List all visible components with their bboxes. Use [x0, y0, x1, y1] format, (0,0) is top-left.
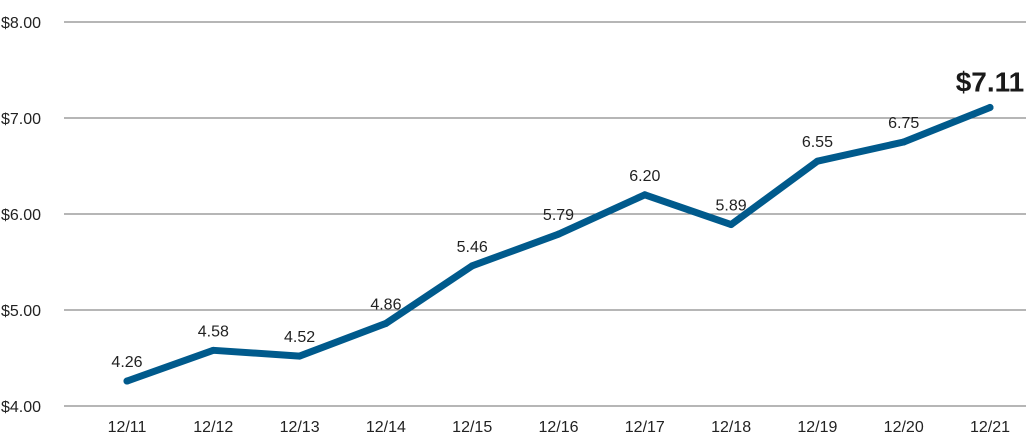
- y-tick-label-3: $5.00: [1, 303, 41, 320]
- data-label-1: 4.58: [198, 323, 229, 340]
- series-line-0: [123, 103, 994, 385]
- x-tick-label-7: 12/18: [711, 419, 751, 436]
- x-tick-label-9: 12/20: [884, 419, 924, 436]
- y-tick-label-1: $7.00: [1, 111, 41, 128]
- data-label-3: 4.86: [370, 296, 401, 313]
- x-axis-tick-labels: 12/11 12/12 12/13 12/14 12/15 12/16 12/17 12/18…: [108, 419, 1011, 436]
- data-point-0: [123, 377, 131, 385]
- data-label-5: 5.79: [543, 207, 574, 224]
- data-label-2: 4.52: [284, 329, 315, 346]
- data-label-7: 5.89: [716, 198, 747, 215]
- data-label-4: 5.46: [457, 239, 488, 256]
- x-tick-label-0: 12/11: [108, 419, 147, 436]
- data-point-4: [468, 262, 476, 270]
- data-label-6: 6.20: [629, 168, 660, 185]
- data-label-10: $7.11: [956, 66, 1025, 97]
- y-tick-label-4: $4.00: [1, 399, 41, 416]
- data-point-5: [555, 230, 562, 238]
- x-tick-label-3: 12/14: [366, 419, 406, 436]
- data-point-10: [986, 103, 994, 111]
- data-point-7: [727, 221, 735, 229]
- gridlines: [64, 21, 1026, 407]
- y-tick-label-2: $6.00: [1, 207, 41, 224]
- data-point-1: [209, 346, 217, 354]
- series-layer: [123, 103, 994, 385]
- x-tick-label-6: 12/17: [625, 419, 665, 436]
- x-tick-label-4: 12/15: [452, 419, 492, 436]
- x-tick-label-10: 12/21: [970, 419, 1010, 436]
- data-label-0: 4.26: [111, 354, 142, 371]
- x-tick-label-8: 12/19: [797, 419, 837, 436]
- y-axis-tick-labels: $8.00 $7.00 $6.00 $5.00 $4.00: [1, 15, 41, 416]
- data-point-3: [382, 319, 390, 327]
- data-point-8: [813, 157, 821, 165]
- data-label-9: 6.75: [888, 115, 919, 132]
- x-tick-label-2: 12/13: [280, 419, 320, 436]
- x-tick-label-1: 12/12: [193, 419, 233, 436]
- data-point-2: [296, 352, 304, 360]
- data-label-8: 6.55: [802, 134, 833, 151]
- y-tick-label-0: $8.00: [1, 15, 41, 32]
- data-labels: 4.26 4.58 4.52 4.86 5.46 5.79 6.20 5.89 6.55 6.75…: [111, 66, 1024, 371]
- data-point-6: [641, 191, 649, 199]
- x-tick-label-5: 12/16: [538, 419, 578, 436]
- data-point-9: [900, 138, 908, 146]
